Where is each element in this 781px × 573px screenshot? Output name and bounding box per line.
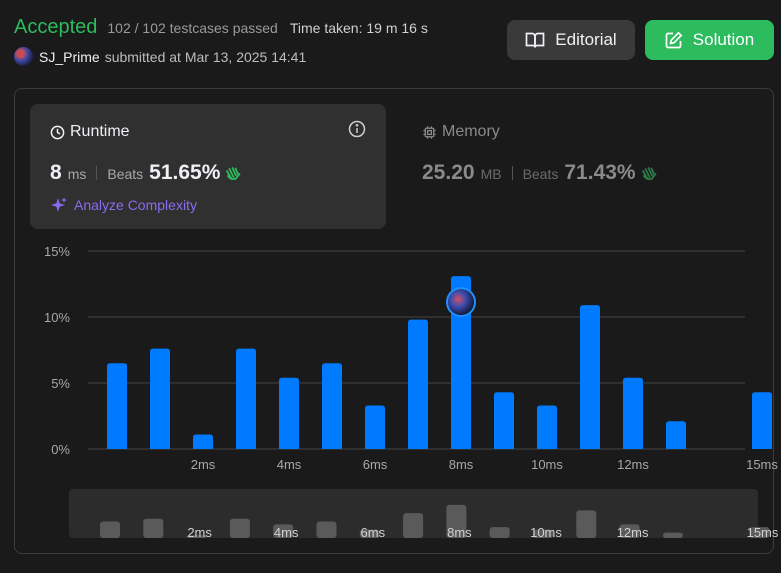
info-icon[interactable] <box>348 120 366 138</box>
navigator-tick-label: 2ms <box>187 525 212 540</box>
navigator-tick-label: 10ms <box>530 525 562 540</box>
submitted-time: submitted at Mar 13, 2025 14:41 <box>104 48 307 65</box>
status-accepted: Accepted <box>14 16 98 38</box>
clock-icon <box>50 125 65 139</box>
chart-bar[interactable] <box>365 405 385 449</box>
x-tick-label: 4ms <box>277 457 302 472</box>
results-panel <box>14 88 774 554</box>
submitter-line: SJ_Prime submitted at Mar 13, 2025 14:41 <box>14 47 428 66</box>
chart-bar[interactable] <box>537 405 557 449</box>
editorial-button[interactable]: Editorial <box>507 20 635 60</box>
book-icon <box>525 32 545 48</box>
status-line: Accepted 102 / 102 testcases passed Time… <box>14 16 428 39</box>
runtime-card[interactable]: Runtime 8 ms Beats 51.65% Analyze Comple… <box>30 104 386 229</box>
chart-bar[interactable] <box>752 392 772 449</box>
runtime-value: 8 <box>50 161 62 184</box>
memory-beats-label: Beats <box>522 166 559 182</box>
navigator-bar <box>186 535 207 538</box>
navigator-bar <box>446 504 467 538</box>
chart-bar[interactable] <box>193 434 213 449</box>
chip-icon <box>423 125 436 139</box>
chart-bar[interactable] <box>150 348 170 449</box>
runtime-beats-value: 51.65% <box>149 161 221 184</box>
navigator-tick-label: 15ms <box>747 525 779 540</box>
runtime-label: Runtime <box>70 123 130 140</box>
navigator-bar <box>576 510 597 538</box>
analyze-complexity-label: Analyze Complexity <box>74 197 197 213</box>
memory-card[interactable]: Memory 25.20 MB Beats 71.43% <box>422 104 752 229</box>
x-tick-label: 10ms <box>531 457 563 472</box>
chart-bar[interactable] <box>580 305 600 449</box>
your-submission-marker[interactable] <box>446 287 476 318</box>
divider <box>511 166 513 180</box>
memory-metrics: 25.20 MB Beats 71.43% <box>422 161 658 185</box>
navigator-bar <box>662 532 683 538</box>
username-link[interactable]: SJ_Prime <box>39 48 100 65</box>
x-tick-label: 2ms <box>191 457 216 472</box>
navigator-bar <box>316 521 337 538</box>
navigator-bar <box>403 513 424 538</box>
clapping-hands-icon <box>641 167 657 180</box>
memory-label: Memory <box>442 123 500 140</box>
x-tick-label: 15ms <box>746 457 778 472</box>
chart-bar[interactable] <box>107 363 127 449</box>
navigator-bar <box>359 529 380 538</box>
solution-label: Solution <box>692 30 755 49</box>
chart-bar[interactable] <box>322 363 342 449</box>
navigator-bar <box>619 524 640 538</box>
x-tick-label: 12ms <box>617 457 649 472</box>
x-tick-label: 8ms <box>449 457 474 472</box>
chart-bar[interactable] <box>236 348 256 449</box>
chart-bar[interactable] <box>279 377 299 449</box>
chart-bar[interactable] <box>408 319 428 449</box>
navigator-bar <box>273 524 294 538</box>
navigator-bar <box>100 521 120 538</box>
navigator-bar <box>229 518 250 538</box>
runtime-title: Runtime <box>50 123 130 141</box>
x-tick-label: 6ms <box>363 457 388 472</box>
memory-title: Memory <box>422 123 500 141</box>
memory-beats-value: 71.43% <box>564 161 636 184</box>
y-tick-label: 15% <box>44 244 70 259</box>
memory-value: 25.20 <box>422 161 475 184</box>
navigator-tick-label: 4ms <box>274 525 299 540</box>
navigator-bar <box>533 529 553 538</box>
navigator-tick-label: 8ms <box>447 525 472 540</box>
clapping-hands-icon <box>226 167 241 180</box>
chart-bar[interactable] <box>623 377 643 449</box>
analyze-complexity-link[interactable]: Analyze Complexity <box>50 196 197 214</box>
runtime-beats-label: Beats <box>107 166 144 182</box>
y-tick-label: 10% <box>44 310 70 325</box>
navigator-tick-label: 6ms <box>361 525 386 540</box>
submission-header: Accepted 102 / 102 testcases passed Time… <box>14 16 428 66</box>
chart-bar[interactable] <box>451 276 471 449</box>
y-tick-label: 5% <box>51 376 70 391</box>
edit-icon <box>665 31 683 49</box>
y-tick-label: 0% <box>51 442 70 457</box>
navigator-bar <box>143 518 164 538</box>
time-taken: Time taken: 19 m 16 s <box>289 20 428 36</box>
editorial-label: Editorial <box>555 30 617 49</box>
runtime-metrics: 8 ms Beats 51.65% <box>50 161 242 185</box>
testcases-passed: 102 / 102 testcases passed <box>107 20 278 36</box>
navigator-tick-label: 12ms <box>617 525 649 540</box>
chart-bar[interactable] <box>494 392 514 449</box>
chart-bar[interactable] <box>666 421 686 449</box>
memory-unit: MB <box>480 166 502 182</box>
navigator-bar <box>489 527 510 538</box>
divider <box>96 166 98 180</box>
sparkle-icon <box>51 197 67 212</box>
avatar[interactable] <box>14 47 33 66</box>
solution-button[interactable]: Solution <box>645 20 774 60</box>
runtime-unit: ms <box>67 166 87 182</box>
navigator-bar <box>749 527 770 538</box>
